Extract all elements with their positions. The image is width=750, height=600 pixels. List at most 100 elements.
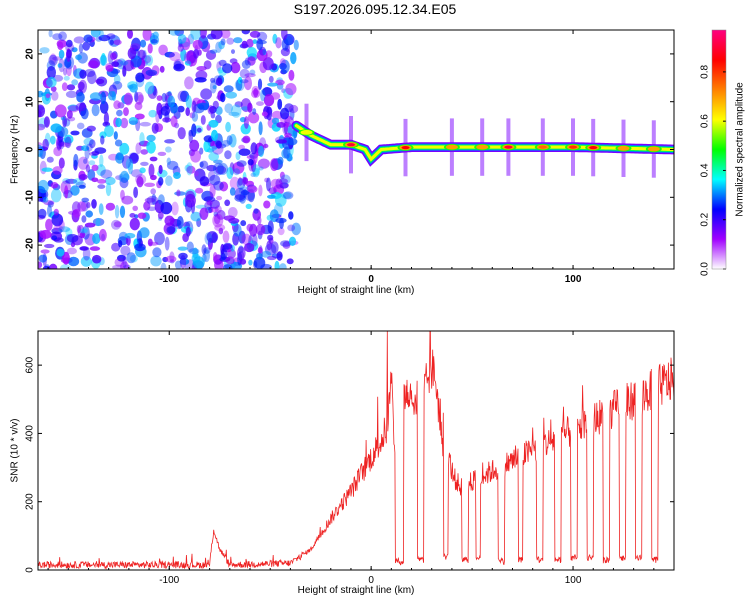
noise-blob xyxy=(146,140,156,154)
colorbar-label: Normalized spectral amplitude xyxy=(735,82,746,217)
noise-blob xyxy=(160,105,171,116)
track-peak xyxy=(447,145,456,149)
noise-blob xyxy=(135,174,147,185)
noise-blob xyxy=(65,178,78,184)
noise-blob xyxy=(251,85,260,95)
noise-blob xyxy=(250,172,256,177)
noise-blob xyxy=(160,262,167,269)
track-peak xyxy=(401,146,410,150)
noise-blob xyxy=(165,175,173,186)
noise-blob xyxy=(41,167,53,172)
spectrogram-ytick-label: 10 xyxy=(25,96,36,108)
noise-blob xyxy=(268,75,274,83)
noise-blob xyxy=(139,121,151,127)
noise-blob xyxy=(112,264,125,269)
noise-blob xyxy=(281,38,289,51)
noise-blob xyxy=(148,109,157,118)
noise-blob xyxy=(152,247,162,258)
noise-blob xyxy=(245,203,252,209)
noise-blob xyxy=(205,50,217,60)
noise-blob xyxy=(229,176,240,190)
noise-blob xyxy=(184,51,196,65)
noise-blob xyxy=(66,84,76,91)
noise-blob xyxy=(277,156,284,165)
noise-blob xyxy=(199,30,207,39)
noise-blob xyxy=(38,254,48,263)
noise-blob xyxy=(51,213,64,227)
noise-blob xyxy=(283,191,294,200)
noise-blob xyxy=(72,208,81,218)
noise-blob xyxy=(196,127,202,133)
noise-blob xyxy=(186,162,193,176)
noise-blob xyxy=(123,92,133,106)
noise-blob xyxy=(159,65,165,73)
noise-blob xyxy=(177,44,184,52)
noise-blob xyxy=(280,107,290,120)
noise-blob xyxy=(275,217,287,224)
noise-blob xyxy=(39,160,47,175)
noise-blob xyxy=(199,176,210,187)
noise-blob xyxy=(244,242,255,253)
noise-blob xyxy=(224,103,233,114)
noise-blob xyxy=(229,187,236,196)
spectrogram-ytick-label: -20 xyxy=(25,237,36,252)
noise-blob xyxy=(247,102,253,113)
noise-blob xyxy=(157,211,164,220)
noise-blob xyxy=(160,201,173,215)
noise-blob xyxy=(97,184,106,189)
noise-blob xyxy=(70,185,80,196)
noise-blob xyxy=(96,76,108,87)
noise-blob xyxy=(38,144,44,157)
noise-blob xyxy=(164,236,170,251)
track-peak xyxy=(569,145,577,149)
noise-blob xyxy=(263,200,271,209)
noise-blob xyxy=(237,246,246,260)
noise-blob xyxy=(129,213,136,218)
noise-blob xyxy=(99,228,107,242)
noise-blob xyxy=(76,122,85,130)
noise-blob xyxy=(75,54,82,61)
noise-blob xyxy=(46,66,56,79)
noise-blob xyxy=(47,201,54,208)
noise-blob xyxy=(85,164,91,173)
noise-blob xyxy=(58,31,67,41)
noise-blob xyxy=(54,104,67,118)
noise-blob xyxy=(199,207,209,220)
noise-blob xyxy=(186,165,196,174)
noise-blob xyxy=(267,82,278,87)
noise-blob xyxy=(103,111,109,126)
noise-blob xyxy=(191,123,197,137)
track-peak xyxy=(302,130,311,134)
noise-blob xyxy=(123,59,135,72)
noise-blob xyxy=(38,90,44,98)
noise-blob xyxy=(200,88,213,100)
noise-blob xyxy=(212,100,219,110)
noise-blob xyxy=(225,256,235,265)
noise-blob xyxy=(65,43,75,53)
noise-blob xyxy=(282,241,291,249)
noise-blob xyxy=(91,150,100,156)
noise-blob xyxy=(116,109,123,117)
noise-blob xyxy=(51,235,58,240)
noise-blob xyxy=(171,201,179,216)
noise-blob xyxy=(212,85,217,90)
noise-blob xyxy=(134,91,144,105)
noise-blob xyxy=(185,226,191,237)
snr-ytick-label: 400 xyxy=(25,425,36,442)
noise-blob xyxy=(226,37,234,45)
noise-blob xyxy=(252,39,258,44)
noise-blob xyxy=(231,49,235,54)
noise-blob xyxy=(234,79,245,92)
noise-blob xyxy=(275,139,288,144)
noise-blob xyxy=(190,211,202,222)
noise-blob xyxy=(270,241,279,254)
noise-blob xyxy=(136,176,144,188)
noise-blob xyxy=(225,121,232,133)
noise-blob xyxy=(38,104,46,118)
noise-blob xyxy=(226,167,234,179)
noise-blob xyxy=(224,150,232,160)
noise-blob xyxy=(279,171,285,180)
noise-blob xyxy=(287,138,298,146)
noise-blob xyxy=(208,152,219,162)
noise-blob xyxy=(120,261,129,269)
